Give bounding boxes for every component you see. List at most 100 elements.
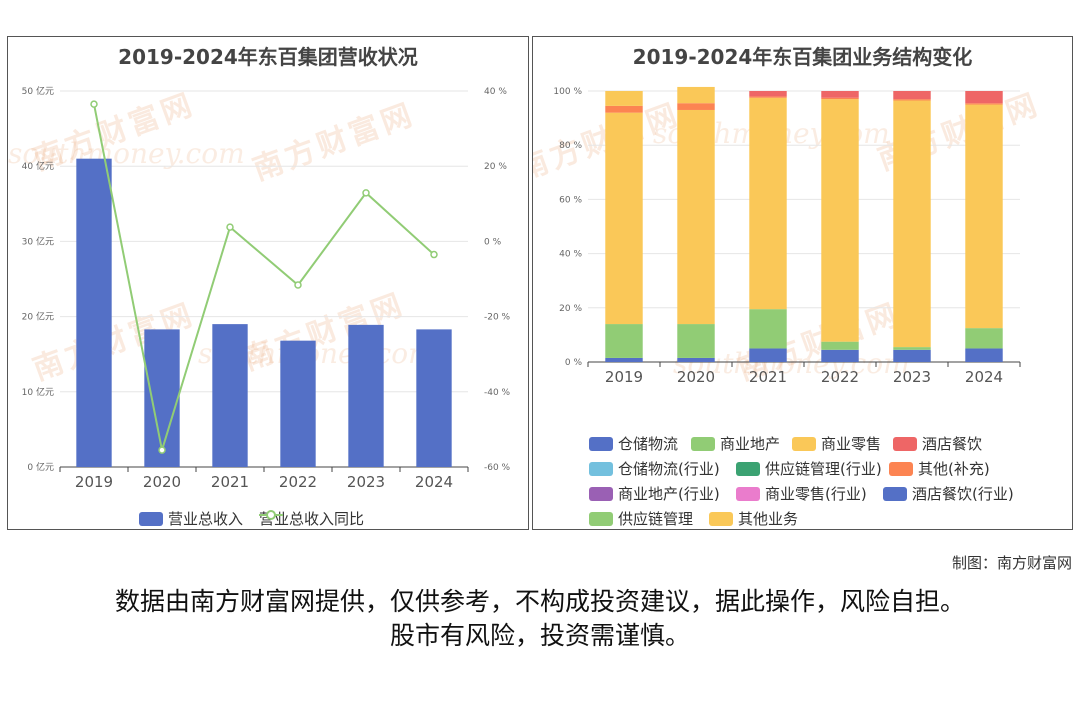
stacked-bar-segment [821,97,859,100]
stacked-bar-segment [965,104,1003,329]
legend-item[interactable]: 酒店餐饮 [893,433,982,454]
legend-swatch-bar [139,511,163,526]
legend-item[interactable]: 酒店餐饮(行业) [883,483,1014,504]
y-tick-label: 80 % [559,141,582,151]
x-tick-label: 2019 [605,368,643,386]
legend-swatch [893,436,917,451]
stacked-bar-segment [749,96,787,98]
legend-swatch [589,436,613,451]
stacked-bar-segment [605,91,643,106]
legend-swatch [889,461,913,476]
x-tick-label: 2022 [279,473,317,491]
stacked-bar-segment [677,109,715,325]
legend-label: 营业总收入同比 [259,510,365,528]
y-left-tick-label: 20 亿元 [22,311,54,323]
legend-item[interactable]: 仓储物流 [589,433,678,454]
chart-credit: 制图：南方财富网 [951,554,1072,572]
legend-swatch [589,486,613,501]
legend-label: 其他业务 [738,510,799,528]
legend-label: 仓储物流(行业) [618,460,720,478]
revenue-yoy-point [226,223,234,231]
y-tick-label: 20 % [559,304,582,314]
revenue-chart-title: 2019-2024年东百集团营收状况 [118,45,418,69]
stacked-bar-segment [821,341,859,350]
legend-label: 商业零售(行业) [765,485,867,503]
stacked-bar-segment [677,86,715,104]
legend-item-revenue-yoy[interactable]: 营业总收入同比 [259,508,364,529]
legend-swatch [736,486,760,501]
legend-label: 供应链管理 [618,510,694,528]
legend-swatch [589,511,613,526]
legend-item[interactable]: 其他业务 [709,508,798,529]
revenue-bar [280,340,316,467]
legend-item[interactable]: 其他(补充) [889,458,990,479]
x-tick-label: 2020 [677,368,715,386]
revenue-chart-svg: 0 亿元 10 亿元 20 亿元 30 亿元 40 亿元 50 亿元 -60 % -40 % -… [22,85,511,491]
stacked-bar-segment [893,100,931,348]
legend-item[interactable]: 供应链管理 [589,508,693,529]
stacked-bar-segment [893,91,931,100]
stacked-bar-segment [677,103,715,110]
revenue-bar [212,324,248,467]
legend-label: 营业总收入 [168,510,244,528]
y-left-tick-label: 50 亿元 [22,85,54,97]
legend-item[interactable]: 商业地产 [691,433,780,454]
legend-label: 其他(补充) [918,460,990,478]
legend-swatch [691,436,715,451]
structure-chart-svg: 0 % 20 % 40 % 60 % 80 % 100 % 2019 2020 2021 2022… [553,86,1021,386]
legend-swatch-line [259,510,283,520]
stacked-bar-segment [605,324,643,358]
x-tick-label: 2023 [347,473,385,491]
legend-label: 商业地产(行业) [618,485,720,503]
legend-item[interactable]: 商业零售 [792,433,881,454]
x-tick-label: 2019 [75,473,113,491]
legend-item[interactable]: 仓储物流(行业) [589,458,720,479]
revenue-yoy-point [90,100,98,108]
legend-swatch [709,511,733,526]
stacked-bar-segment [893,99,931,101]
legend-item[interactable]: 供应链管理(行业) [736,458,882,479]
stacked-bar-segment [749,309,787,349]
x-tick-label: 2024 [415,473,453,491]
revenue-yoy-point [430,250,438,259]
y-right-tick-label: 20 % [484,162,507,172]
y-right-tick-label: 0 % [484,237,502,247]
revenue-chart-panel: 2019-2024年东百集团营收状况 南方财富网 southmoney.com … [7,36,529,530]
y-left-tick-label: 0 亿元 [27,461,54,473]
y-tick-label: 100 % [553,87,582,97]
y-left-tick-label: 40 亿元 [22,160,54,172]
legend-label: 商业地产 [720,435,781,453]
x-tick-label: 2021 [211,473,249,491]
stacked-bar-segment [965,103,1003,105]
legend-item-revenue[interactable]: 营业总收入 [139,508,243,529]
revenue-bar [76,158,112,467]
stacked-bar-segment [893,347,931,350]
legend-item[interactable]: 商业零售(行业) [736,483,867,504]
x-tick-label: 2024 [965,368,1003,386]
disclaimer-line-2: 股市有风险，投资需谨慎。 [389,621,690,650]
legend-label: 仓储物流 [618,435,679,453]
y-right-tick-label: -60 % [484,463,511,473]
stacked-bar-segment [605,112,643,325]
legend-label: 供应链管理(行业) [765,460,882,478]
legend-swatch [736,461,760,476]
stacked-bar-segment [893,349,931,362]
stacked-bar-segment [821,91,859,98]
revenue-yoy-point [362,189,370,197]
x-tick-label: 2020 [143,473,181,491]
y-tick-label: 0 % [565,358,583,368]
stacked-bar-segment [749,97,787,310]
legend-item[interactable]: 商业地产(行业) [589,483,720,504]
stacked-bar-segment [749,91,787,97]
x-tick-label: 2021 [749,368,787,386]
stacked-bar-segment [605,105,643,113]
y-tick-label: 60 % [559,195,582,205]
structure-chart-panel: 2019-2024年东百集团业务结构变化 南方财富网 southmoney.co… [532,36,1073,530]
legend-swatch [883,486,907,501]
disclaimer-line-1: 数据由南方财富网提供，仅供参考，不构成投资建议，据此操作，风险自担。 [114,587,965,616]
legend-swatch [589,461,613,476]
revenue-yoy-line [93,103,435,451]
y-right-tick-label: -40 % [484,388,511,398]
legend-label: 酒店餐饮 [922,435,983,453]
stacked-bar-segment [965,348,1003,362]
